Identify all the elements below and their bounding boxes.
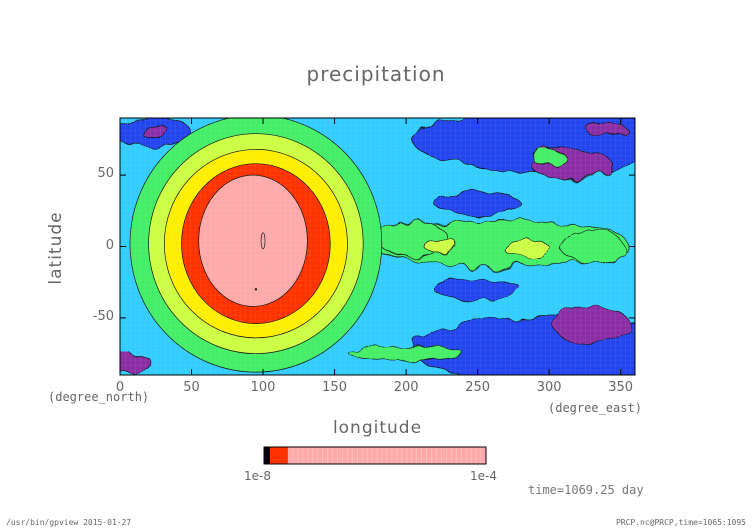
grid-overlay: [120, 118, 635, 375]
y-axis-label: latitude: [46, 211, 66, 285]
x-tick-label: 200: [393, 380, 419, 395]
x-tick-label: 250: [465, 380, 491, 395]
colorbar-segment: [270, 447, 288, 464]
colorbar: [263, 446, 487, 465]
colorbar-frame: [263, 446, 487, 465]
colorbar-min-label: 1e-8: [244, 469, 271, 483]
x-tick-label: 50: [183, 380, 200, 395]
x-tick-label: 0: [115, 380, 125, 395]
colorbar-segment: [264, 447, 270, 464]
colorbar-segment: [288, 447, 486, 464]
x-tick-label: 100: [250, 380, 276, 395]
chart-title: precipitation: [306, 62, 446, 86]
y-axis-unit: (degree_north): [48, 390, 150, 404]
axis-ticks: [119, 118, 635, 375]
x-axis-label: longitude: [332, 418, 423, 438]
y-tick-label: -50: [92, 308, 114, 324]
x-tick-label: 350: [608, 380, 634, 395]
footer-left: /usr/bin/gpview 2015-01-27: [6, 518, 132, 527]
x-axis-unit: (degree_east): [548, 401, 642, 415]
footer-right: PRCP.nc@PRCP,time=1065:1095: [615, 518, 746, 527]
time-annotation: time=1069.25 day: [528, 483, 644, 497]
x-tick-label: 300: [536, 380, 562, 395]
x-tick-label: 150: [322, 380, 347, 395]
colorbar-max-label: 1e-4: [470, 469, 497, 483]
y-tick-label: 0: [105, 237, 114, 253]
y-tick-label: 50: [97, 166, 114, 182]
